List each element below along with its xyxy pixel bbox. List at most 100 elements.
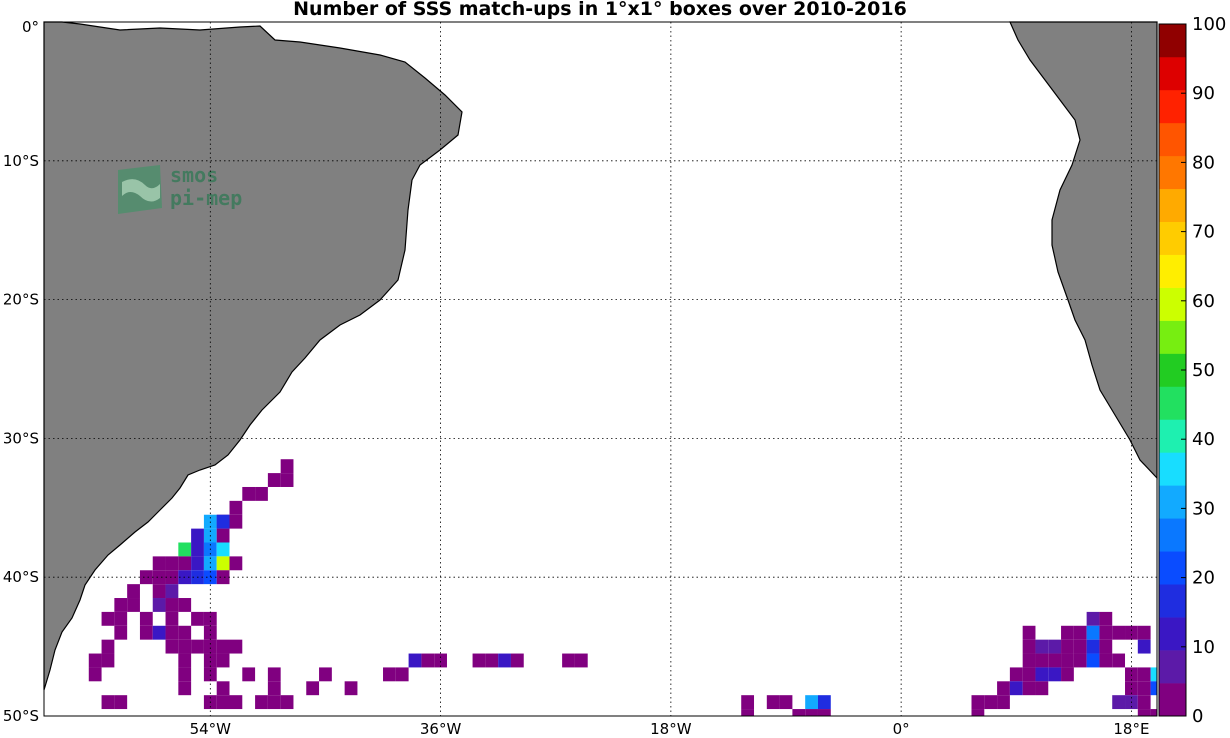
match-up-cell <box>280 695 294 710</box>
match-up-cell <box>152 556 166 571</box>
match-up-cell <box>216 681 230 696</box>
match-up-cell <box>216 514 230 529</box>
match-up-cell <box>280 473 294 487</box>
match-up-cell <box>191 542 204 557</box>
match-up-cell <box>178 653 192 668</box>
match-up-cell <box>383 667 396 682</box>
match-up-cell <box>1099 611 1113 626</box>
y-tick-label: 50°S <box>3 707 39 725</box>
match-up-cell <box>1022 681 1036 696</box>
match-up-cell <box>191 611 204 626</box>
match-up-cell <box>1022 625 1036 640</box>
match-up-cell <box>344 681 358 696</box>
match-up-cell <box>216 528 230 543</box>
match-up-cell <box>1112 653 1126 668</box>
match-up-cell <box>1137 639 1151 654</box>
match-up-cell <box>255 695 268 710</box>
colorbar-swatch <box>1159 155 1186 190</box>
x-tick-label: 36°W <box>420 720 462 738</box>
match-up-cells <box>88 459 1157 716</box>
africa-land <box>1009 21 1158 480</box>
match-up-cell <box>1022 667 1036 682</box>
colorbar-tick-label: 90 <box>1192 83 1215 104</box>
colorbar-swatch <box>1159 254 1186 288</box>
colorbar-tick-label: 20 <box>1192 568 1215 589</box>
match-up-cell <box>165 556 179 571</box>
match-up-cell <box>817 709 831 716</box>
match-up-cell <box>267 473 281 487</box>
match-up-cell <box>88 667 102 682</box>
match-up-cell <box>1035 639 1049 654</box>
match-up-cell <box>191 556 204 571</box>
match-up-cell <box>1150 709 1157 716</box>
colorbar-swatch <box>1159 221 1186 255</box>
match-up-cell <box>434 653 447 668</box>
colorbar-swatch <box>1159 617 1186 651</box>
match-up-cell <box>242 486 256 501</box>
match-up-cell <box>1150 681 1157 696</box>
map-frame <box>43 21 1158 717</box>
match-up-cell <box>510 653 524 668</box>
match-up-cell <box>574 653 588 668</box>
match-up-cell <box>229 514 243 529</box>
match-up-cell <box>165 584 179 599</box>
y-tick-label: 20°S <box>3 291 39 309</box>
match-up-cell <box>165 611 179 626</box>
match-up-cell <box>1073 653 1087 668</box>
colorbar-tick-label: 100 <box>1192 14 1226 35</box>
match-up-cell <box>216 556 230 571</box>
match-up-cell <box>498 653 511 668</box>
y-tick-label: 40°S <box>3 568 39 586</box>
match-up-cell <box>127 598 140 612</box>
colorbar-swatch <box>1159 386 1186 420</box>
match-up-cell <box>1048 639 1062 654</box>
x-tick-label: 0° <box>893 720 910 738</box>
match-up-cell <box>1099 653 1113 668</box>
match-up-cell <box>216 639 230 654</box>
match-up-cell <box>1035 681 1049 696</box>
match-up-cell <box>114 611 128 626</box>
match-up-cell <box>1112 625 1126 640</box>
logo-line-1: smos <box>170 163 218 187</box>
colorbar-swatch <box>1159 551 1186 585</box>
x-tick-label: 54°W <box>190 720 232 738</box>
y-axis-ticks: 0° 10°S 20°S 30°S 40°S 50°S <box>3 18 39 725</box>
match-up-cell <box>1048 667 1062 682</box>
match-up-cell <box>1112 695 1126 710</box>
match-up-cell <box>152 625 166 640</box>
match-up-cell <box>1086 625 1100 640</box>
match-up-cell <box>216 653 230 668</box>
match-up-cell <box>203 625 217 640</box>
chart-title: Number of SSS match-ups in 1°x1° boxes o… <box>293 0 907 20</box>
match-up-cell <box>1137 625 1151 640</box>
match-up-cell <box>191 639 204 654</box>
match-up-cell <box>997 695 1010 710</box>
colorbar-tick-label: 70 <box>1192 222 1215 243</box>
match-up-cell <box>267 681 281 696</box>
colorbar-swatch <box>1159 320 1186 354</box>
match-up-cell <box>1035 653 1049 668</box>
match-up-cell <box>229 639 243 654</box>
match-up-cell <box>139 611 153 626</box>
match-up-cell <box>165 570 179 585</box>
match-up-cell <box>971 695 985 710</box>
match-up-cell <box>203 653 217 668</box>
match-up-cell <box>1048 653 1062 668</box>
y-tick-label: 0° <box>22 18 39 36</box>
match-up-cell <box>178 542 192 557</box>
colorbar-tick-label: 60 <box>1192 291 1215 312</box>
match-up-cell <box>178 556 192 571</box>
match-up-cell <box>101 639 115 654</box>
match-up-cell <box>101 695 115 710</box>
colorbar-swatch <box>1159 188 1186 223</box>
match-up-cell <box>165 639 179 654</box>
logo-line-2: pi-mep <box>170 186 242 210</box>
match-up-cell <box>203 667 217 682</box>
match-up-cell <box>101 611 115 626</box>
match-up-cell <box>165 598 179 612</box>
match-up-cell <box>1022 639 1036 654</box>
match-up-cell <box>191 528 204 543</box>
match-up-cell <box>88 653 102 668</box>
match-up-cell <box>178 667 192 682</box>
match-up-cell <box>1061 667 1074 682</box>
